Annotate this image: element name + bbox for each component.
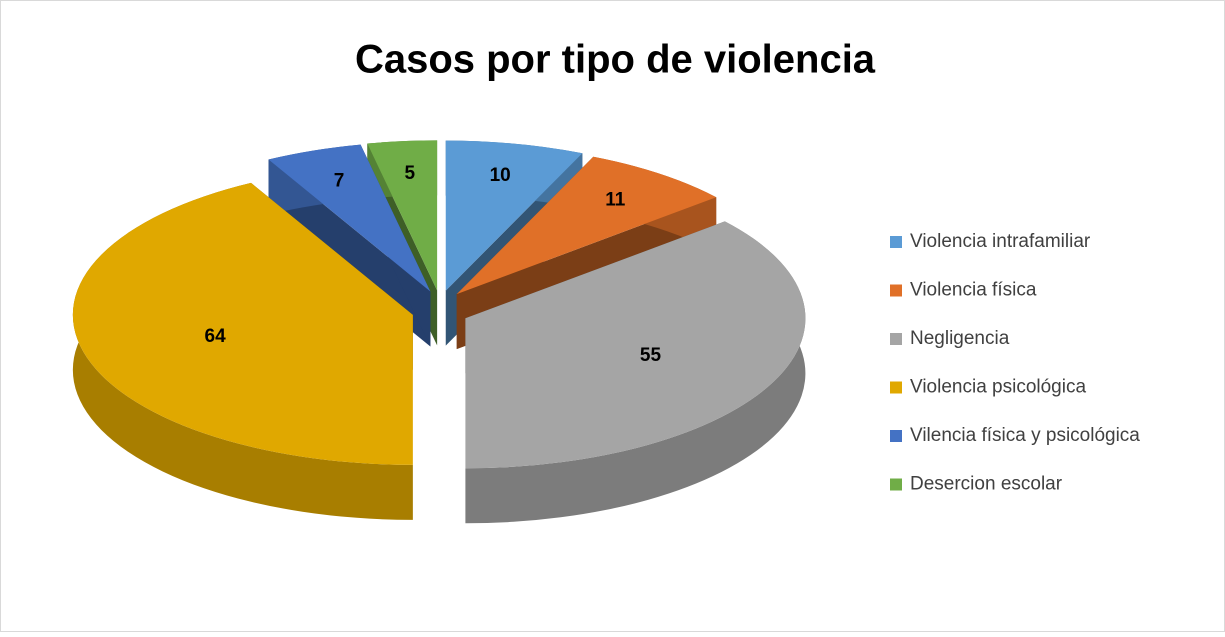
- legend-swatch: [890, 381, 902, 394]
- slice: [367, 140, 438, 291]
- legend-label: Desercion escolar: [910, 474, 1063, 495]
- data-label: 55: [640, 345, 662, 366]
- legend-label: Violencia psicológica: [910, 377, 1086, 398]
- chart-title: Casos por tipo de violencia: [355, 38, 876, 82]
- data-label: 5: [404, 163, 415, 184]
- slice: [456, 156, 717, 295]
- legend-swatch: [890, 478, 902, 491]
- slice: [465, 221, 806, 469]
- slice-wall: [465, 221, 806, 524]
- data-label: 64: [205, 326, 227, 347]
- legend-swatch: [890, 236, 902, 248]
- slice: [72, 182, 413, 465]
- legend-label: Vilencia física y psicológica: [910, 425, 1140, 446]
- legend-label: Negligencia: [910, 328, 1010, 349]
- data-label: 7: [334, 171, 345, 192]
- legend-swatch: [890, 284, 902, 297]
- legend-swatch: [890, 333, 902, 345]
- slice: [268, 144, 431, 292]
- data-label: 10: [490, 165, 511, 186]
- legend-label: Violencia intrafamiliar: [910, 231, 1091, 252]
- slice: [445, 140, 583, 291]
- legend-swatch: [890, 430, 902, 442]
- data-label: 11: [605, 189, 626, 210]
- legend-label: Violencia física: [910, 280, 1037, 301]
